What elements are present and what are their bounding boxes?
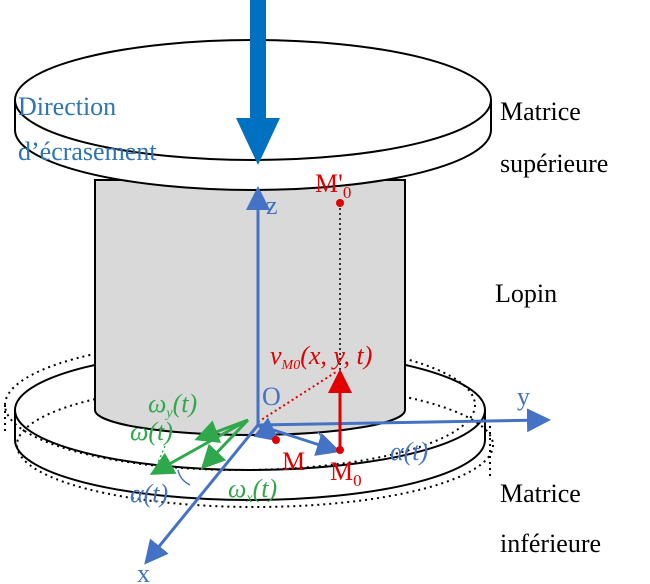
alpha-label: α(t) (130, 479, 168, 508)
workpiece-label: Lopin (495, 279, 557, 308)
axis-y-label: y (517, 382, 530, 411)
point-m-dot (272, 436, 280, 444)
alpha-label: α(t) (390, 437, 428, 466)
point-m0-dot (336, 446, 344, 454)
lower-die-label: inférieure (500, 529, 601, 558)
lower-die-label: Matrice (500, 479, 581, 508)
point-m-label: M (282, 447, 305, 476)
workpiece (95, 180, 405, 435)
diagram: Direction d’écrasement Matrice supérieur… (0, 0, 650, 584)
omega-label: ω(t) (130, 417, 173, 446)
direction-label: d’écrasement (18, 137, 157, 166)
omega-x-label: ωx(t) (228, 474, 277, 506)
origin-label: O (262, 382, 281, 411)
upper-die-label: supérieure (500, 149, 608, 178)
upper-die-label: Matrice (500, 97, 581, 126)
axis-x-label: x (137, 559, 150, 584)
direction-label: Direction (18, 92, 116, 121)
axis-z-label: z (266, 191, 278, 220)
